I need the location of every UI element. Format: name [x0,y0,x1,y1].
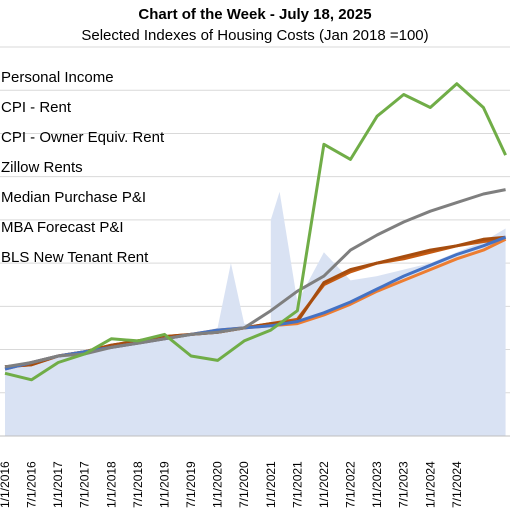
x-tick-label: 7/1/2020 [237,461,251,508]
x-tick-label: 7/1/2024 [450,461,464,508]
series-line-zillow-rents [4,82,507,382]
chart-subtitle: Selected Indexes of Housing Costs (Jan 2… [81,27,429,44]
legend-entry: Personal Income [1,69,114,86]
legend-entry: MBA Forecast P&I [1,219,124,236]
legend-entry: BLS New Tenant Rent [1,249,149,266]
x-tick-label: 1/1/2021 [264,461,278,508]
x-tick-label: 1/1/2022 [317,461,331,508]
x-tick-label: 7/1/2018 [131,461,145,508]
x-tick-label: 1/1/2024 [423,461,437,508]
legend-entry: CPI - Owner Equiv. Rent [1,129,165,146]
x-tick-label: 7/1/2016 [25,461,39,508]
legend-entry: Median Purchase P&I [1,189,146,206]
x-tick-label: 7/1/2022 [344,461,358,508]
x-tick-label: 1/1/2019 [158,461,172,508]
x-tick-label: 7/1/2021 [290,461,304,508]
x-tick-label: 7/1/2017 [78,461,92,508]
x-tick-label: 7/1/2019 [184,461,198,508]
x-tick-label: 1/1/2017 [51,461,65,508]
x-tick-label: 7/1/2023 [397,461,411,508]
x-tick-label: 1/1/2023 [370,461,384,508]
legend-entry: Zillow Rents [1,159,83,176]
x-tick-label: 1/1/2016 [0,461,12,508]
x-tick-label: 1/1/2018 [104,461,118,508]
chart-title: Chart of the Week - July 18, 2025 [138,6,372,23]
legend-entry: CPI - Rent [1,99,72,116]
x-tick-label: 1/1/2020 [211,461,225,508]
series-area-personal-income [5,191,506,436]
